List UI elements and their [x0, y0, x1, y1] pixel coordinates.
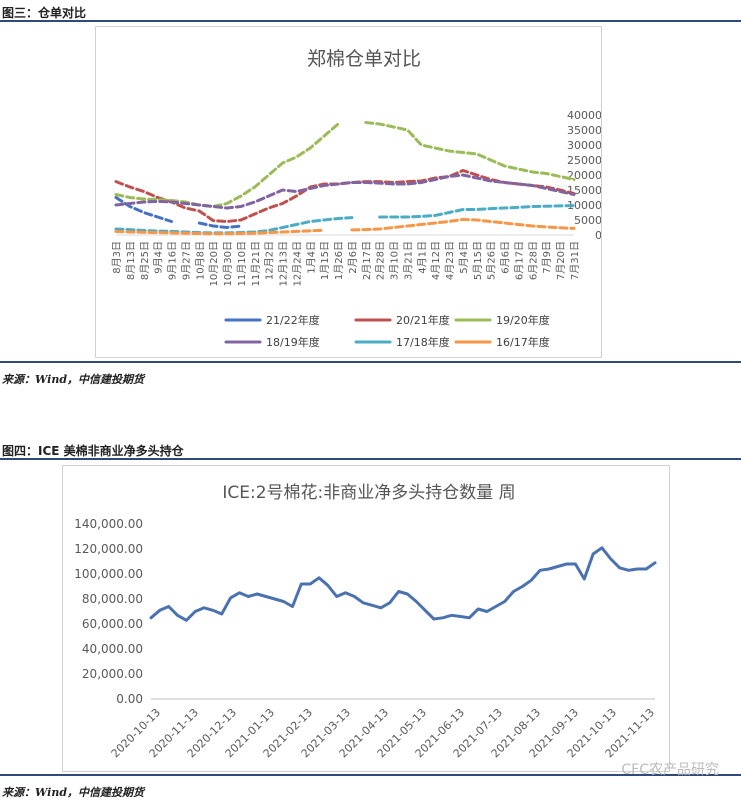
- x-tick-label: 7月31日: [569, 241, 581, 280]
- x-tick-label: 10月30日: [222, 241, 234, 286]
- y-tick-label: 25000: [567, 154, 601, 167]
- x-tick-label: 1月15日: [319, 241, 331, 280]
- chart-4-frame: ICE:2号棉花:非商业净多头持仓数量 周 0.00 20,000.00 40,000…: [62, 465, 670, 772]
- x-tick-label: 10月20日: [208, 241, 220, 286]
- y-tick-label: 40,000.00: [82, 642, 143, 656]
- x-tick-label: 3月21日: [402, 241, 414, 280]
- x-tick-label: 12月2日: [264, 241, 276, 280]
- x-tick-label: 5月15日: [472, 241, 484, 280]
- series-line-5: [114, 204, 576, 235]
- watermark: CFC农产品研究: [621, 762, 719, 778]
- x-tick-label: 6月6日: [500, 241, 512, 274]
- x-tick-label: 11月21日: [250, 241, 262, 286]
- y-tick-label: 120,000.00: [74, 542, 143, 556]
- legend-label-4: 18/19年度: [266, 335, 320, 349]
- chart-3-frame: 郑棉仓单对比 0 5000 10000 15000 20000 25000 30000 3500…: [95, 26, 602, 358]
- y-tick-label: 100,000.00: [74, 567, 143, 581]
- x-tick-label: 4月23日: [444, 241, 456, 280]
- x-tick-label: 8月13日: [125, 241, 137, 280]
- x-tick-label: 6月17日: [513, 241, 525, 280]
- x-tick-label: 9月4日: [153, 241, 165, 274]
- series-line-2: [114, 168, 576, 224]
- figure-4-caption: 图四：ICE 美棉非商业净多头持仓: [2, 444, 184, 458]
- legend-label-3: 19/20年度: [496, 313, 550, 327]
- x-tick-label: 5月26日: [486, 241, 498, 280]
- y-tick-label: 0.00: [116, 692, 143, 706]
- y-tick-label: 0: [595, 229, 601, 242]
- y-tick-label: 20000: [567, 169, 601, 182]
- y-tick-label: 40000: [567, 109, 601, 122]
- figure-3-caption: 图三：仓单对比: [2, 6, 87, 20]
- x-tick-label: 6月28日: [527, 241, 539, 280]
- y-tick-label: 30000: [567, 139, 601, 152]
- x-tick-label: 2月28日: [375, 241, 387, 280]
- x-tick-label: 8月25日: [139, 241, 151, 280]
- figure-4-top-rule: [0, 458, 741, 460]
- chart-3-title: 郑棉仓单对比: [307, 48, 421, 70]
- series-line-1: [114, 196, 243, 230]
- x-tick-label: 9月27日: [180, 241, 192, 280]
- y-tick-label: 60,000.00: [82, 617, 143, 631]
- chart-3-svg: 郑棉仓单对比 0 5000 10000 15000 20000 25000 30000 3500…: [111, 48, 602, 349]
- x-tick-label: 12月24日: [291, 241, 303, 286]
- y-tick-label: 35000: [567, 124, 601, 137]
- y-tick-label: 140,000.00: [74, 517, 143, 531]
- figure-4-bottom-rule: [0, 774, 741, 776]
- x-tick-label: 8月3日: [111, 241, 123, 274]
- figure-3-top-rule: [0, 20, 741, 22]
- legend-label-2: 20/21年度: [396, 313, 450, 327]
- x-tick-label: 4月12日: [430, 241, 442, 280]
- figure-3-source: 来源：Wind，中信建投期货: [2, 373, 145, 386]
- x-tick-label: 12月13日: [278, 241, 290, 286]
- y-tick-label: 10000: [567, 199, 601, 212]
- y-tick-label: 80,000.00: [82, 592, 143, 606]
- x-tick-label: 1月4日: [305, 241, 317, 274]
- chart-4-svg: ICE:2号棉花:非商业净多头持仓数量 周 0.00 20,000.00 40,000…: [74, 483, 657, 760]
- x-tick-label: 11月10日: [236, 241, 248, 286]
- legend-label-6: 16/17年度: [496, 335, 550, 349]
- y-tick-label: 20,000.00: [82, 667, 143, 681]
- x-tick-label: 3月10日: [389, 241, 401, 280]
- x-tick-label: 5月4日: [458, 241, 470, 274]
- y-tick-label: 5000: [574, 214, 601, 227]
- figure-4-source: 来源：Wind，中信建投期货: [2, 786, 145, 799]
- series-line-6: [114, 217, 576, 236]
- x-tick-label: 1月26日: [333, 241, 345, 280]
- legend-label-5: 17/18年度: [396, 335, 450, 349]
- series-line-3: [114, 121, 576, 209]
- x-tick-label: 7月9日: [541, 241, 553, 274]
- x-tick-label: 9月16日: [167, 241, 179, 280]
- x-tick-label: 10月8日: [194, 241, 206, 280]
- legend-label-1: 21/22年度: [266, 313, 320, 327]
- series-line-4: [114, 173, 576, 210]
- y-tick-label: 15000: [567, 184, 601, 197]
- x-tick-label: 4月1日: [416, 241, 428, 274]
- x-tick-label: 7月20日: [555, 241, 567, 280]
- figure-3-bottom-rule: [0, 361, 741, 363]
- chart-4-title: ICE:2号棉花:非商业净多头持仓数量 周: [222, 483, 515, 503]
- x-tick-label: 2月6日: [347, 241, 359, 274]
- x-tick-label: 2月17日: [361, 241, 373, 280]
- series-line: [149, 546, 657, 622]
